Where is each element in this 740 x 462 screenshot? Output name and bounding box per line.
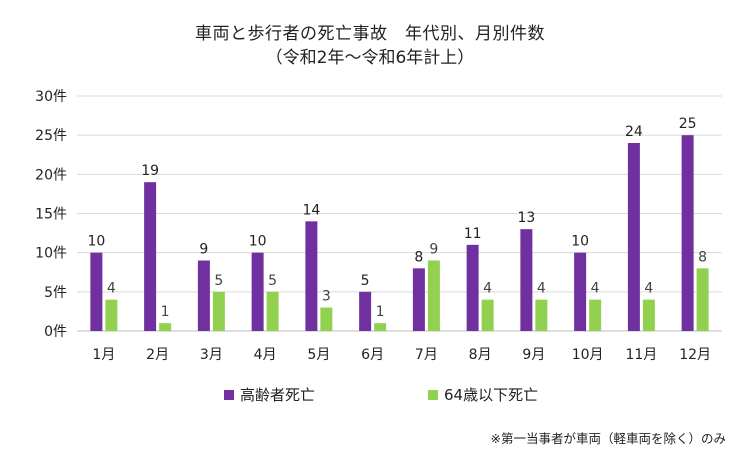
- data-label-elderly: 24: [625, 124, 643, 140]
- x-tick-label: 7月: [415, 347, 438, 363]
- bar-elderly: [305, 221, 318, 331]
- bar-elderly: [681, 135, 694, 331]
- data-label-elderly: 5: [361, 273, 370, 289]
- data-label-under64: 5: [268, 273, 277, 289]
- data-label-elderly: 19: [141, 163, 159, 179]
- bar-under64: [320, 307, 333, 331]
- y-tick-label: 15件: [35, 207, 67, 223]
- footnote: ※第一当事者が車両（軽車両を除く）のみ: [490, 431, 726, 446]
- bar-elderly: [251, 252, 264, 331]
- x-tick-label: 1月: [92, 347, 115, 363]
- data-label-under64: 1: [161, 304, 170, 320]
- bar-under64: [535, 299, 548, 331]
- data-label-under64: 4: [483, 281, 492, 297]
- legend-item-under64: 64歳以下死亡: [428, 384, 538, 405]
- x-tick-label: 3月: [200, 347, 223, 363]
- data-label-under64: 9: [429, 242, 438, 258]
- x-tick-label: 11月: [625, 347, 657, 363]
- data-label-elderly: 8: [414, 249, 423, 265]
- x-tick-label: 6月: [361, 347, 384, 363]
- x-tick-label: 9月: [522, 347, 545, 363]
- data-label-under64: 5: [214, 273, 223, 289]
- data-label-under64: 4: [591, 281, 600, 297]
- legend: 高齢者死亡 64歳以下死亡: [0, 384, 740, 406]
- y-tick-label: 25件: [35, 128, 67, 144]
- bar-elderly: [627, 143, 640, 331]
- bar-elderly: [520, 229, 533, 331]
- bar-elderly: [144, 182, 157, 331]
- data-label-under64: 1: [376, 304, 385, 320]
- x-tick-label: 12月: [679, 347, 711, 363]
- data-label-elderly: 25: [679, 116, 697, 132]
- data-label-elderly: 14: [302, 202, 320, 218]
- bar-under64: [642, 299, 655, 331]
- bar-under64: [374, 323, 387, 331]
- bar-under64: [266, 291, 279, 331]
- bar-under64: [696, 268, 709, 331]
- legend-item-elderly: 高齢者死亡: [224, 384, 315, 405]
- bar-elderly: [359, 291, 372, 331]
- x-tick-label: 8月: [469, 347, 492, 363]
- legend-label-under64: 64歳以下死亡: [444, 386, 539, 404]
- bar-elderly: [412, 268, 425, 331]
- bar-elderly: [466, 244, 479, 331]
- data-label-elderly: 10: [571, 234, 589, 250]
- bar-elderly: [574, 252, 587, 331]
- y-tick-label: 0件: [44, 324, 67, 340]
- bar-elderly: [90, 252, 103, 331]
- data-label-under64: 4: [537, 281, 546, 297]
- data-label-elderly: 9: [199, 242, 208, 258]
- y-tick-label: 20件: [35, 167, 67, 183]
- data-label-elderly: 13: [517, 210, 535, 226]
- data-label-elderly: 11: [464, 226, 482, 242]
- bar-elderly: [197, 260, 210, 331]
- legend-swatch-elderly: [224, 389, 234, 400]
- legend-label-elderly: 高齢者死亡: [240, 386, 316, 404]
- data-label-under64: 4: [644, 281, 653, 297]
- data-label-elderly: 10: [249, 234, 267, 250]
- x-tick-label: 2月: [146, 347, 169, 363]
- bar-under64: [427, 260, 440, 331]
- bar-under64: [159, 323, 172, 331]
- data-label-under64: 3: [322, 289, 331, 305]
- data-label-under64: 4: [107, 281, 116, 297]
- x-tick-label: 10月: [572, 347, 604, 363]
- x-tick-label: 5月: [307, 347, 330, 363]
- y-tick-label: 10件: [35, 246, 67, 262]
- data-label-elderly: 10: [87, 234, 105, 250]
- chart-title: 車両と歩行者の死亡事故 年代別、月別件数: [195, 24, 545, 44]
- bar-under64: [105, 299, 118, 331]
- y-tick-label: 30件: [35, 89, 67, 105]
- data-label-under64: 8: [698, 249, 707, 265]
- bar-under64: [589, 299, 602, 331]
- legend-swatch-under64: [428, 389, 438, 400]
- bar-under64: [481, 299, 494, 331]
- x-tick-label: 4月: [254, 347, 277, 363]
- chart-subtitle: （令和2年～令和6年計上）: [265, 48, 475, 68]
- y-tick-label: 5件: [44, 285, 67, 301]
- bar-under64: [212, 291, 225, 331]
